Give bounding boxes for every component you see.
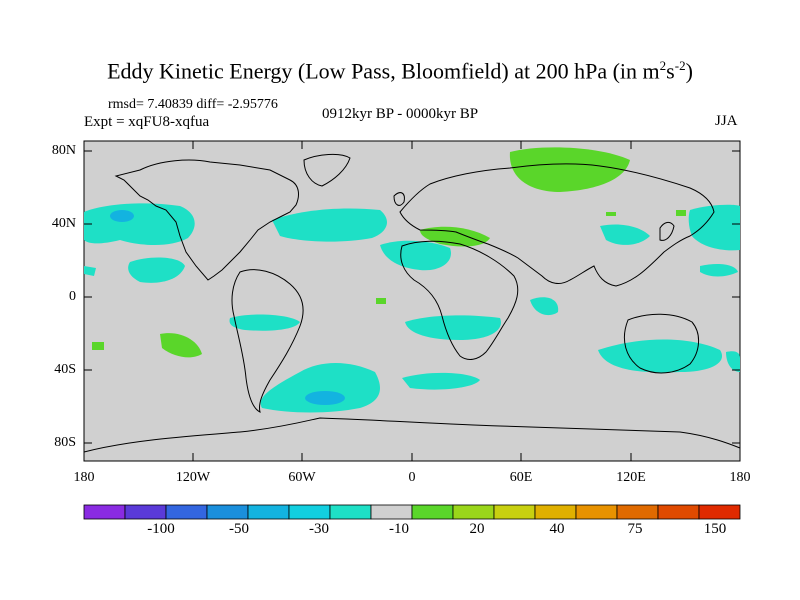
lat-label-0: 0 <box>69 289 76 304</box>
patch-kuroshio <box>700 264 738 277</box>
coast-antarctica <box>83 417 741 453</box>
lat-label-40n: 40N <box>51 216 76 231</box>
patch-sahara <box>380 240 451 271</box>
colorbar-label-m50: -50 <box>229 521 249 537</box>
patch-japan <box>600 224 650 245</box>
positive-patches <box>92 147 686 358</box>
patch-nw-pacific <box>688 204 740 251</box>
lon-label-180w: 180 <box>73 470 95 485</box>
colorbar-swatch <box>124 504 167 520</box>
patch-sw-pacific <box>726 351 740 372</box>
coast-africa <box>400 240 519 360</box>
coast-eurasia <box>399 163 715 287</box>
patch-small4 <box>606 212 616 216</box>
colorbar-label-m10: -10 <box>389 521 409 537</box>
colorbar-label-150: 150 <box>703 521 727 537</box>
patch-south-america-core <box>305 391 345 405</box>
colorbar-swatch <box>370 504 413 520</box>
coast-uk <box>393 192 405 206</box>
patch-n-atlantic <box>272 208 387 242</box>
lat-label-80n: 80N <box>51 143 76 158</box>
colorbar-swatch <box>452 504 495 520</box>
colorbar-swatch <box>575 504 618 520</box>
anomaly-patches <box>84 203 740 413</box>
coast-greenland <box>303 153 351 187</box>
coast-south-america <box>231 269 304 413</box>
lon-label-60w: 60W <box>288 470 316 485</box>
coastlines <box>83 153 741 453</box>
patch-n-pacific <box>84 203 195 245</box>
colorbar-label-m100: -100 <box>147 521 175 537</box>
colorbar-label-75: 75 <box>627 521 643 537</box>
patch-s-indian <box>598 339 723 373</box>
colorbar-label-m30: -30 <box>309 521 329 537</box>
colorbar-swatch <box>493 504 536 520</box>
colorbar-swatch <box>83 504 126 520</box>
lon-label-180e: 180 <box>729 470 751 485</box>
patch-small3 <box>676 210 686 216</box>
colorbar-swatch <box>247 504 290 520</box>
colorbar <box>83 504 741 520</box>
colorbar-swatch <box>534 504 577 520</box>
colorbar-swatch <box>657 504 700 520</box>
stats-label: rmsd= 7.40839 diff= -2.95776 <box>108 97 278 112</box>
lon-label-0: 0 <box>408 470 416 485</box>
period-label: 0912kyr BP - 0000kyr BP <box>322 106 479 122</box>
colorbar-swatch <box>616 504 659 520</box>
patch-small2 <box>376 298 386 304</box>
lon-label-120e: 120E <box>616 470 646 485</box>
colorbar-swatch <box>329 504 372 520</box>
patch-south-america <box>260 363 380 413</box>
colorbar-swatch <box>206 504 249 520</box>
patch-s-indian-small <box>530 297 559 316</box>
map-plot-area <box>83 140 741 462</box>
colorbar-swatch <box>288 504 331 520</box>
patch-s-atlantic <box>405 315 501 340</box>
colorbar-label-40: 40 <box>549 521 565 537</box>
colorbar-swatch <box>698 504 741 520</box>
map-title: Eddy Kinetic Energy (Low Pass, Bloomfiel… <box>107 58 693 84</box>
patch-small1 <box>92 342 104 350</box>
coast-japan <box>659 221 675 241</box>
axis-ticks <box>83 141 741 461</box>
coast-australia <box>624 313 699 374</box>
colorbar-label-20: 20 <box>469 521 485 537</box>
patch-ne-pacific <box>128 257 185 283</box>
patch-e-pacific <box>160 333 202 358</box>
season-label: JJA <box>715 113 738 129</box>
lat-label-80s: 80S <box>54 435 76 450</box>
patch-w-pacific-edge <box>84 266 96 276</box>
lon-label-120w: 120W <box>175 470 211 485</box>
colorbar-swatch <box>411 504 454 520</box>
coast-north-america <box>114 159 299 281</box>
patch-siberia <box>509 147 630 192</box>
lat-label-40s: 40S <box>54 362 76 377</box>
lon-label-60e: 60E <box>509 470 533 485</box>
patch-n-pacific-core <box>110 210 134 222</box>
colorbar-swatch <box>165 504 208 520</box>
experiment-label: Expt = xqFU8-xqfua <box>84 114 210 130</box>
patch-s-indian-west <box>402 372 480 390</box>
patch-s-pacific <box>229 314 300 331</box>
